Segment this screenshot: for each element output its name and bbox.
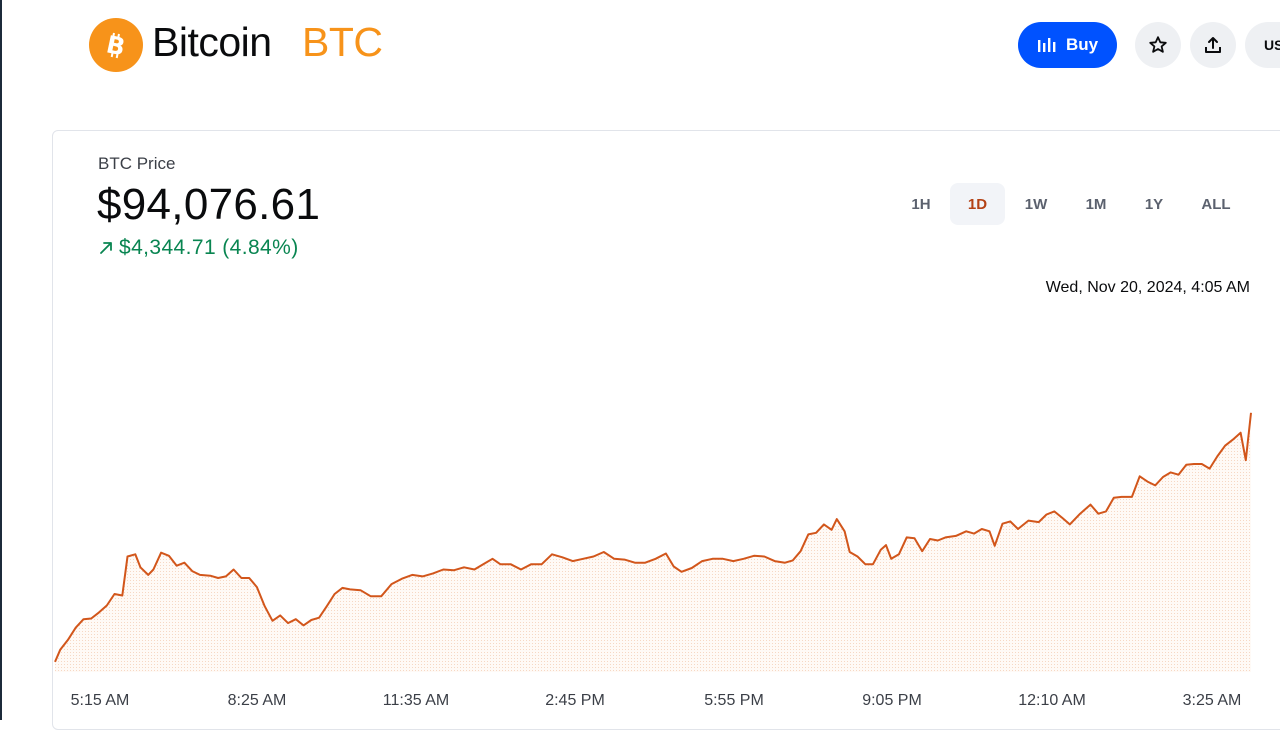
x-tick-label: 12:10 AM [1018, 692, 1086, 709]
chart-bars-icon [1037, 38, 1056, 52]
watchlist-button[interactable] [1135, 22, 1181, 68]
svg-text:B: B [104, 30, 128, 60]
price-line [54, 412, 1252, 663]
tab-1h[interactable]: 1H [911, 195, 931, 213]
share-button[interactable] [1190, 22, 1236, 68]
chart-timestamp: Wed, Nov 20, 2024, 4:05 AM [1045, 279, 1250, 296]
x-tick-label: 11:35 AM [382, 692, 450, 709]
share-icon [1205, 37, 1221, 53]
buy-label: Buy [1065, 35, 1099, 54]
buy-button[interactable]: Buy [1018, 22, 1117, 68]
price-change: $4,344.71 (4.84%) [99, 236, 299, 260]
tab-1w[interactable]: 1W [1024, 195, 1048, 213]
currency-selector[interactable]: USD [1245, 22, 1280, 68]
x-tick-label: 5:55 PM [704, 692, 764, 709]
x-tick-label: 8:25 AM [227, 692, 287, 709]
tab-1d[interactable]: 1D [950, 183, 1005, 225]
price-label: BTC Price [98, 154, 176, 173]
star-icon [1149, 36, 1167, 53]
price-value: $94,076.61 [97, 180, 321, 229]
x-tick-label: 5:15 AM [70, 692, 130, 709]
x-tick-label: 2:45 PM [545, 692, 605, 709]
price-change-value: $4,344.71 (4.84%) [119, 236, 299, 259]
x-tick-label: 3:25 AM [1182, 692, 1242, 709]
arrow-up-right-icon [100, 242, 112, 254]
window-edge [0, 0, 2, 720]
coin-symbol: BTC [302, 19, 383, 65]
bitcoin-icon: B [89, 18, 143, 72]
x-tick-label: 9:05 PM [862, 692, 922, 709]
tab-1m[interactable]: 1M [1085, 195, 1107, 213]
tab-all[interactable]: ALL [1201, 195, 1231, 213]
price-area-fill [55, 412, 1251, 672]
coin-name: Bitcoin [152, 19, 272, 65]
tab-1y[interactable]: 1Y [1144, 195, 1164, 213]
time-range-tabs: 1H 1D 1W 1M 1Y ALL [892, 183, 1249, 225]
